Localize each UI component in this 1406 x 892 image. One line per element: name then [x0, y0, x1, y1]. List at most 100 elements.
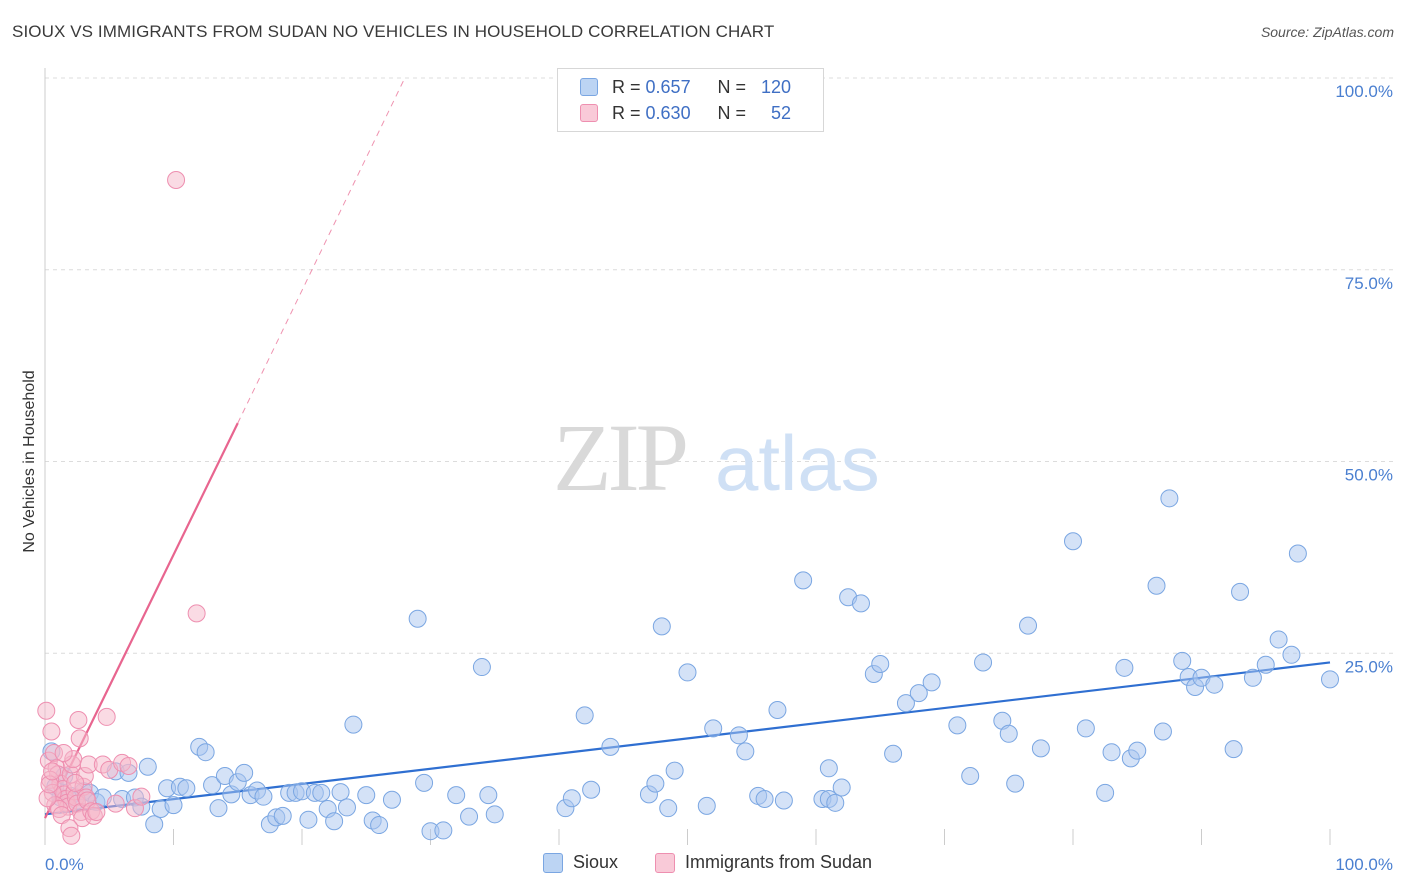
data-point — [948, 716, 967, 735]
data-point — [575, 706, 594, 725]
data-point — [999, 724, 1018, 743]
data-point — [961, 766, 980, 785]
data-point — [871, 654, 890, 673]
data-point — [652, 617, 671, 636]
data-point — [1147, 576, 1166, 595]
data-point — [974, 653, 993, 672]
data-point — [97, 707, 116, 726]
legend-item-sioux[interactable]: Sioux — [543, 852, 618, 873]
data-point — [325, 812, 344, 831]
data-point — [69, 710, 88, 729]
data-point — [254, 787, 273, 806]
legend-n-label: N = — [717, 76, 747, 97]
data-point — [1096, 783, 1115, 802]
data-point — [177, 779, 196, 798]
data-point — [704, 719, 723, 738]
axis-labels: 25.0% 50.0% 75.0% 100.0% 0.0% 100.0% No Vehicl… — [21, 82, 1393, 874]
data-point — [646, 774, 665, 793]
y-tick-label: 100.0% — [1335, 82, 1393, 101]
legend-label-sudan: Immigrants from Sudan — [685, 852, 873, 872]
stats-legend: R = 0.657 N = 120 R = 0.630 N = 52 — [557, 68, 824, 132]
data-points — [37, 171, 1339, 845]
data-point — [235, 763, 254, 782]
series-0 — [42, 489, 1339, 841]
data-point — [1224, 740, 1243, 759]
data-point — [697, 796, 716, 815]
data-point — [909, 684, 928, 703]
data-point — [344, 715, 363, 734]
data-point — [43, 762, 62, 781]
legend-n-value-sioux: 120 — [761, 76, 792, 97]
x-tick-label-min: 0.0% — [45, 855, 84, 874]
data-point — [819, 759, 838, 778]
data-point — [1115, 658, 1134, 677]
data-point — [485, 805, 504, 824]
grid-lines — [45, 77, 1395, 654]
data-point — [1076, 719, 1095, 738]
legend-swatch-sioux — [543, 852, 563, 873]
data-point — [1128, 741, 1147, 760]
legend-row-sudan: R = 0.630 N = 52 — [580, 101, 791, 125]
data-point — [1173, 651, 1192, 670]
legend-row-sioux: R = 0.657 N = 120 — [580, 75, 791, 99]
data-point — [164, 796, 183, 815]
data-point — [203, 776, 222, 795]
data-point — [736, 742, 755, 761]
data-point — [768, 701, 787, 720]
data-point — [1006, 774, 1025, 793]
legend-swatch-sioux — [580, 78, 598, 96]
data-point — [167, 171, 186, 190]
data-point — [337, 798, 356, 817]
data-point — [138, 757, 157, 776]
data-point — [1231, 582, 1250, 601]
legend-r-label: R = — [612, 102, 641, 123]
data-point — [37, 701, 56, 720]
data-point — [273, 806, 292, 825]
legend-r-label: R = — [612, 76, 641, 97]
data-point — [187, 604, 206, 623]
y-axis-title: No Vehicles in Household — [21, 370, 38, 552]
data-point — [659, 799, 678, 818]
watermark-atlas: atlas — [715, 419, 880, 507]
data-point — [1288, 544, 1307, 563]
data-point — [582, 780, 601, 799]
data-point — [196, 743, 215, 762]
data-point — [472, 658, 491, 677]
data-point — [460, 807, 479, 826]
data-point — [66, 773, 85, 792]
data-point — [826, 793, 845, 812]
legend-r-value-sudan: 0.630 — [645, 102, 691, 123]
data-point — [1321, 670, 1339, 689]
data-point — [922, 673, 941, 692]
legend-swatch-sudan — [580, 104, 598, 122]
axes — [44, 68, 1331, 845]
data-point — [331, 783, 350, 802]
data-point — [145, 815, 164, 834]
data-point — [434, 821, 453, 840]
data-point — [1269, 630, 1288, 649]
data-point — [1019, 616, 1038, 635]
data-point — [106, 794, 125, 813]
data-point — [42, 722, 61, 741]
data-point — [87, 803, 106, 822]
data-point — [54, 743, 73, 762]
data-point — [119, 756, 138, 775]
data-point — [884, 744, 903, 763]
data-point — [794, 571, 813, 590]
data-point — [382, 790, 401, 809]
data-point — [851, 594, 870, 613]
legend-label-sioux: Sioux — [573, 852, 619, 872]
watermark-zip: ZIP — [553, 404, 686, 511]
legend-item-sudan[interactable]: Immigrants from Sudan — [655, 852, 872, 873]
data-point — [132, 787, 151, 806]
trend-lines — [44, 77, 1331, 819]
data-point — [370, 816, 389, 835]
legend-n-label: N = — [717, 102, 747, 123]
data-point — [562, 789, 581, 808]
data-point — [209, 799, 228, 818]
data-point — [1282, 645, 1301, 664]
source-label: Source: ZipAtlas.com — [1260, 24, 1394, 40]
data-point — [678, 663, 697, 682]
data-point — [479, 786, 498, 805]
